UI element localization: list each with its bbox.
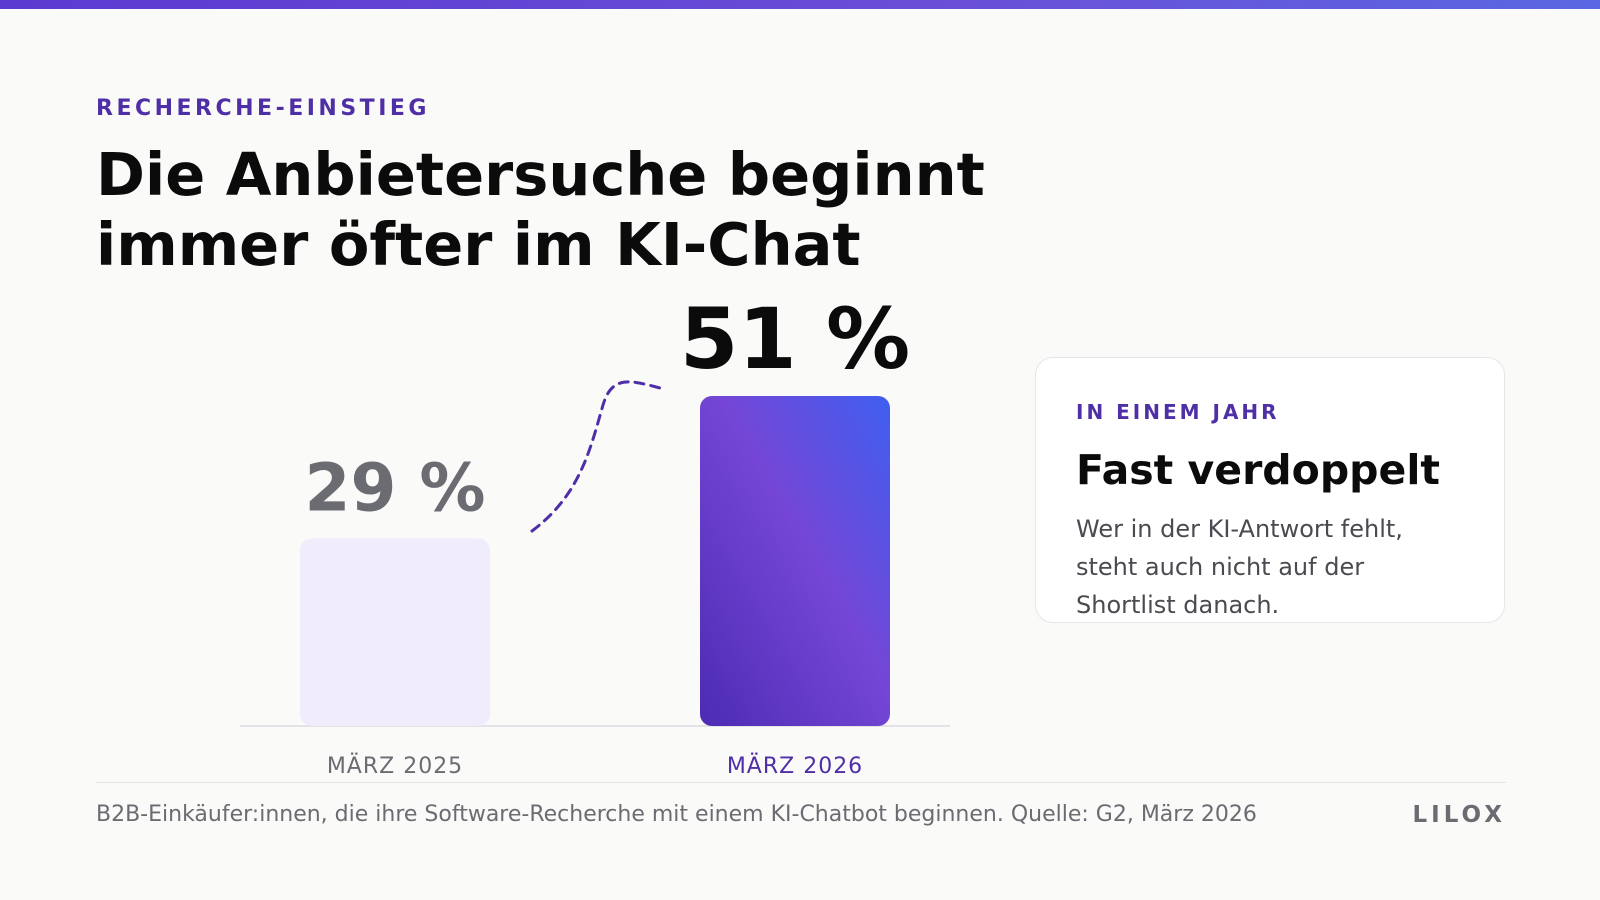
bar-value-label-2: 51 % [680, 290, 910, 388]
page-title: Die Anbietersuche beginnt immer öfter im… [96, 140, 985, 279]
bar-value-label-1: 29 % [305, 449, 486, 526]
x-tick-label-2: MÄRZ 2026 [727, 753, 863, 779]
bar-2 [700, 396, 890, 726]
insight-card: IN EINEM JAHR Fast verdoppelt Wer in der… [1035, 357, 1505, 623]
card-body: Wer in der KI-Antwort fehlt, steht auch … [1076, 515, 1403, 619]
footer-divider [96, 782, 1506, 783]
top-accent-bar [0, 0, 1600, 9]
bar-1 [300, 538, 490, 726]
trend-arrow [530, 380, 662, 533]
card-title: Fast verdoppelt [1076, 446, 1440, 494]
brand-logo: LILOX [1412, 802, 1506, 828]
section-eyebrow: RECHERCHE-EINSTIEG [96, 96, 430, 121]
x-tick-label-1: MÄRZ 2025 [327, 753, 463, 779]
card-eyebrow: IN EINEM JAHR [1076, 400, 1280, 424]
source-footnote: B2B-Einkäufer:innen, die ihre Software-R… [96, 802, 1257, 827]
